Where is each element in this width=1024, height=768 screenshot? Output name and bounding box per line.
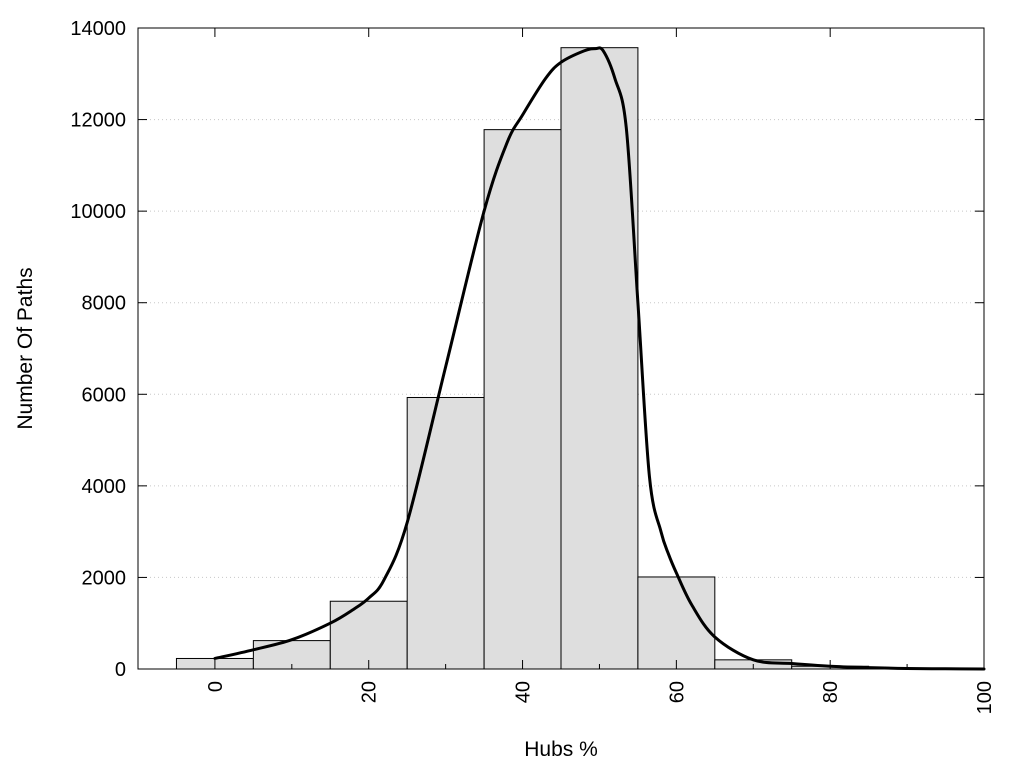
- grid-lines: [138, 119, 984, 578]
- y-tick-label: 8000: [82, 293, 127, 315]
- x-axis-ticks: 0 20 40 60 80 100: [205, 28, 996, 714]
- y-axis-ticks: 0 2000 4000 6000 8000 10000 12000 14000: [70, 18, 984, 681]
- plot-frame: [137, 27, 985, 670]
- y-tick-label: 10000: [70, 201, 126, 223]
- y-axis-label: Number Of Paths: [14, 267, 37, 429]
- x-tick-label: 40: [513, 681, 535, 703]
- x-tick-label: 60: [666, 681, 688, 703]
- y-tick-label: 6000: [82, 384, 127, 406]
- x-axis-label: Hubs %: [524, 738, 598, 761]
- y-tick-label: 0: [115, 659, 126, 681]
- y-tick-label: 4000: [82, 476, 127, 498]
- histogram-bars: [175, 47, 947, 670]
- y-tick-label: 2000: [82, 567, 127, 589]
- x-tick-label: 100: [974, 681, 996, 714]
- y-tick-label: 14000: [70, 18, 126, 40]
- histogram-bar: [406, 396, 485, 670]
- density-curve: [213, 46, 986, 671]
- histogram-bar: [483, 129, 562, 670]
- density-curve-group: [213, 46, 986, 671]
- x-tick-label: 0: [205, 681, 227, 692]
- y-tick-label: 12000: [70, 110, 126, 132]
- x-tick-label: 80: [820, 681, 842, 703]
- x-tick-label: 20: [359, 681, 381, 703]
- histogram-bar: [329, 600, 408, 670]
